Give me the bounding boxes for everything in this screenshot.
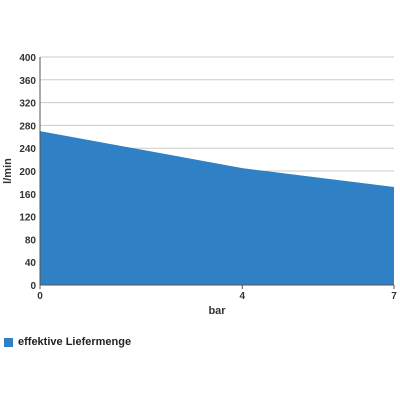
x-tick-labels: 0 4 7 bbox=[37, 291, 397, 302]
x-tick-label: 0 bbox=[37, 291, 43, 302]
y-tick-label: 320 bbox=[19, 99, 36, 110]
y-tick-label: 40 bbox=[25, 258, 37, 269]
y-axis-label: l/min bbox=[2, 158, 14, 184]
y-tick-label: 120 bbox=[19, 213, 36, 224]
axes bbox=[39, 57, 395, 289]
area-series bbox=[40, 131, 394, 285]
y-tick-label: 160 bbox=[19, 190, 36, 201]
y-tick-label: 400 bbox=[19, 53, 36, 64]
legend: effektive Liefermenge bbox=[4, 336, 131, 348]
y-tick-label: 80 bbox=[25, 235, 37, 246]
y-tick-label: 0 bbox=[30, 281, 36, 292]
legend-label: effektive Liefermenge bbox=[18, 336, 132, 348]
y-tick-label: 360 bbox=[19, 76, 36, 87]
area-series-fill bbox=[40, 131, 394, 285]
x-tick-label: 4 bbox=[240, 291, 246, 302]
y-tick-label: 240 bbox=[19, 144, 36, 155]
x-axis-label: bar bbox=[208, 305, 226, 317]
y-tick-label: 280 bbox=[19, 121, 36, 132]
x-tick-label: 7 bbox=[391, 291, 397, 302]
y-tick-labels: 0 40 80 120 160 200 240 280 320 360 400 bbox=[19, 53, 36, 292]
legend-swatch bbox=[4, 337, 13, 347]
y-tick-label: 200 bbox=[19, 167, 36, 178]
